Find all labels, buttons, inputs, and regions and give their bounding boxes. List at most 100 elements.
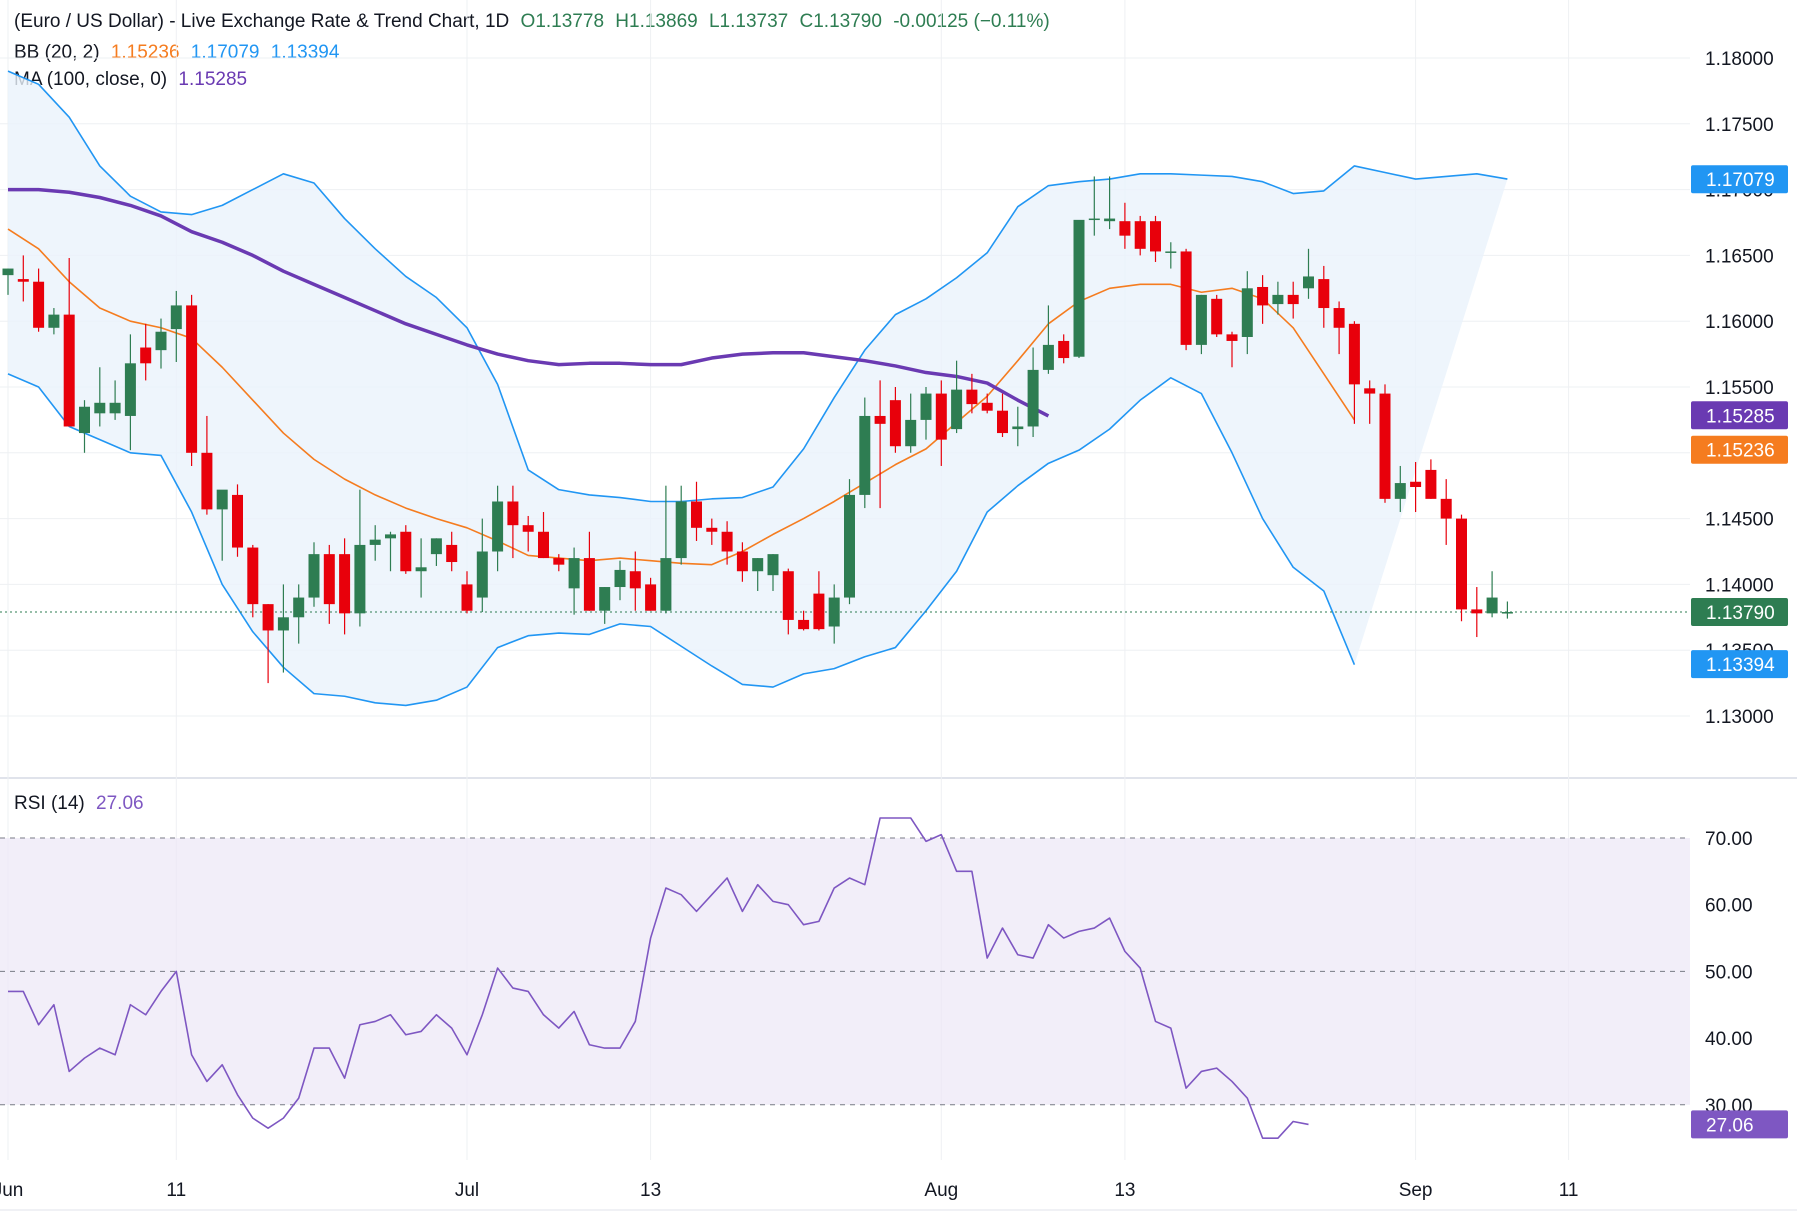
candle-body[interactable] — [461, 584, 473, 611]
candle-body[interactable] — [1471, 609, 1483, 614]
candle-body[interactable] — [1165, 251, 1177, 253]
candle-body[interactable] — [1104, 218, 1116, 222]
candle-body[interactable] — [1348, 323, 1360, 385]
candle-body[interactable] — [981, 402, 993, 411]
candle-body[interactable] — [293, 597, 305, 618]
candle-body[interactable] — [1379, 393, 1391, 499]
candle-body[interactable] — [247, 547, 259, 605]
candle-body[interactable] — [1042, 344, 1054, 370]
candle-body[interactable] — [997, 410, 1008, 434]
candle-body[interactable] — [33, 281, 45, 328]
candle-body[interactable] — [94, 402, 106, 414]
candle-body[interactable] — [1394, 483, 1406, 499]
candle-body[interactable] — [1257, 286, 1269, 306]
candle-body[interactable] — [1134, 221, 1146, 249]
candle-body[interactable] — [614, 569, 626, 588]
candle-body[interactable] — [186, 305, 198, 453]
candle-body[interactable] — [232, 494, 243, 548]
candle-body[interactable] — [966, 389, 978, 405]
candle-body[interactable] — [645, 584, 657, 611]
candle-body[interactable] — [492, 501, 504, 552]
candle-body[interactable] — [308, 554, 320, 598]
candle-body[interactable] — [1012, 426, 1024, 430]
candle-body[interactable] — [1195, 294, 1207, 345]
candle-body[interactable] — [721, 531, 733, 552]
candle-body[interactable] — [63, 314, 75, 427]
candle-body[interactable] — [1318, 279, 1330, 309]
candle-body[interactable] — [691, 501, 702, 528]
candle-body[interactable] — [889, 400, 901, 447]
candle-body[interactable] — [1150, 221, 1161, 252]
candle-body[interactable] — [155, 331, 167, 351]
candle-body[interactable] — [1364, 388, 1376, 394]
candle-body[interactable] — [828, 597, 840, 627]
candle-body[interactable] — [1486, 597, 1498, 614]
candle-body[interactable] — [583, 558, 595, 611]
candle-body[interactable] — [1073, 219, 1085, 357]
candle-body[interactable] — [553, 558, 565, 565]
candle-body[interactable] — [1425, 469, 1437, 499]
candle-body[interactable] — [507, 501, 519, 526]
candle-body[interactable] — [1226, 334, 1238, 341]
candle-body[interactable] — [782, 571, 794, 620]
candle-body[interactable] — [798, 619, 810, 630]
candle-body[interactable] — [277, 617, 289, 631]
candle-body[interactable] — [951, 389, 963, 430]
candle-body[interactable] — [17, 279, 29, 282]
candle-body[interactable] — [415, 567, 427, 572]
candle-body[interactable] — [813, 593, 825, 630]
candle-body[interactable] — [905, 419, 917, 447]
candle-body[interactable] — [568, 558, 580, 589]
candle-body[interactable] — [201, 452, 213, 510]
candle-body[interactable] — [706, 527, 718, 532]
candle-body[interactable] — [140, 347, 152, 364]
candle-body[interactable] — [844, 494, 855, 598]
candle-body[interactable] — [538, 531, 549, 559]
candle-body[interactable] — [476, 551, 488, 598]
candle-body[interactable] — [1287, 294, 1299, 305]
candle-body[interactable] — [323, 554, 335, 605]
candle-body[interactable] — [1440, 498, 1452, 519]
candle-body[interactable] — [354, 544, 366, 614]
candle-body[interactable] — [935, 393, 947, 440]
candle-body[interactable] — [599, 587, 611, 611]
candle-body[interactable] — [1501, 612, 1513, 614]
candle-body[interactable] — [629, 571, 641, 589]
candle-body[interactable] — [1272, 294, 1284, 305]
candle-body[interactable] — [1088, 218, 1100, 221]
candle-body[interactable] — [385, 534, 396, 539]
candle-body[interactable] — [1410, 481, 1422, 488]
candle-body[interactable] — [859, 415, 871, 495]
candle-body[interactable] — [1456, 518, 1467, 610]
candle-body[interactable] — [1027, 369, 1039, 427]
candle-body[interactable] — [1211, 298, 1223, 335]
candle-body[interactable] — [2, 268, 14, 276]
candle-body[interactable] — [522, 525, 534, 532]
candle-body[interactable] — [1058, 340, 1070, 359]
candle-body[interactable] — [1333, 308, 1345, 328]
candles[interactable] — [2, 176, 1513, 684]
candle-body[interactable] — [48, 314, 60, 328]
candle-body[interactable] — [920, 393, 932, 420]
candle-body[interactable] — [1241, 288, 1253, 337]
candle-body[interactable] — [339, 554, 351, 614]
rsi-legend[interactable]: RSI (14) 27.06 — [14, 793, 150, 815]
candle-body[interactable] — [216, 489, 228, 510]
candle-body[interactable] — [736, 551, 748, 572]
candle-body[interactable] — [369, 539, 381, 545]
candle-body[interactable] — [752, 558, 764, 572]
candle-body[interactable] — [1303, 276, 1314, 289]
candle-body[interactable] — [124, 363, 136, 416]
candle-body[interactable] — [262, 604, 274, 631]
candle-body[interactable] — [1180, 251, 1192, 345]
candle-body[interactable] — [675, 501, 687, 559]
candle-body[interactable] — [79, 406, 90, 434]
candle-body[interactable] — [446, 544, 458, 563]
candle-body[interactable] — [874, 415, 886, 424]
candle-body[interactable] — [1119, 221, 1131, 236]
candle-body[interactable] — [170, 305, 182, 330]
candle-body[interactable] — [430, 538, 442, 555]
candle-body[interactable] — [767, 554, 779, 576]
candle-body[interactable] — [660, 558, 672, 611]
